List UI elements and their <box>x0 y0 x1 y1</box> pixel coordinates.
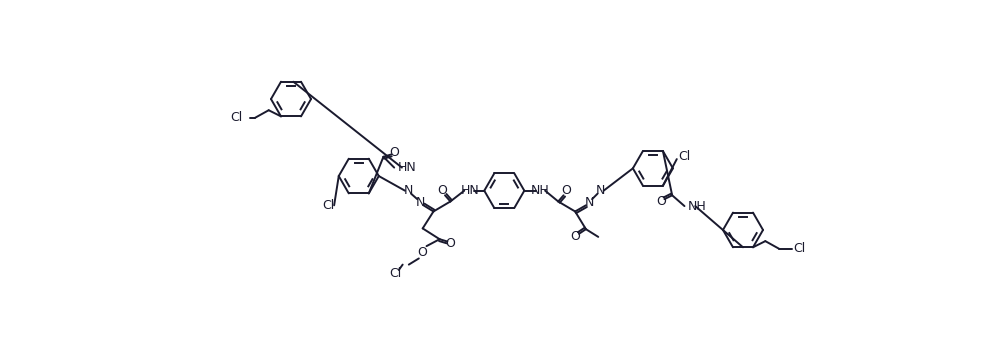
Text: HN: HN <box>461 184 479 197</box>
Text: N: N <box>584 196 593 209</box>
Text: N: N <box>415 196 425 209</box>
Text: Cl: Cl <box>230 111 242 125</box>
Text: O: O <box>562 184 572 197</box>
Text: HN: HN <box>398 161 416 174</box>
Text: N: N <box>596 184 605 197</box>
Text: Cl: Cl <box>678 150 691 162</box>
Text: NH: NH <box>688 200 707 212</box>
Text: O: O <box>418 246 428 259</box>
Text: O: O <box>446 237 456 250</box>
Text: O: O <box>656 195 666 208</box>
Text: O: O <box>390 146 400 160</box>
Text: Cl: Cl <box>389 267 401 280</box>
Text: O: O <box>437 184 447 197</box>
Text: NH: NH <box>530 184 549 197</box>
Text: O: O <box>570 230 581 243</box>
Text: N: N <box>403 184 412 197</box>
Text: Cl: Cl <box>793 242 805 255</box>
Text: Cl: Cl <box>322 199 335 212</box>
